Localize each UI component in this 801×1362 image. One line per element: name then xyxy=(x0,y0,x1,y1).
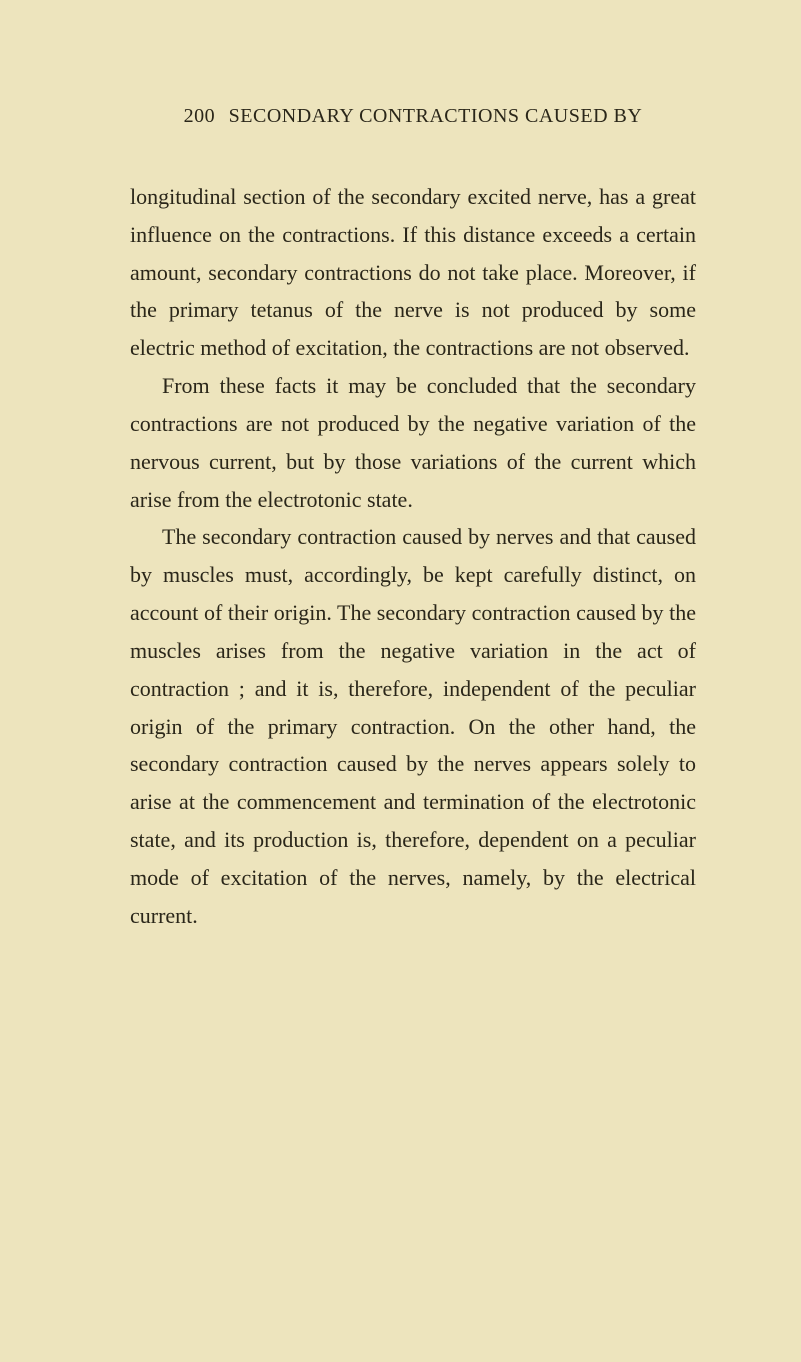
running-head-text: SECONDARY CONTRACTIONS CAUSED BY xyxy=(229,105,643,127)
page-number: 200 xyxy=(184,105,216,127)
page-container: 200 SECONDARY CONTRACTIONS CAUSED BY lon… xyxy=(0,0,801,1362)
paragraph-1: longitudinal section of the secondary ex… xyxy=(130,178,696,367)
running-header: 200 SECONDARY CONTRACTIONS CAUSED BY xyxy=(130,105,696,128)
paragraph-3: The secondary contraction caused by nerv… xyxy=(130,518,696,934)
body-text-container: longitudinal section of the secondary ex… xyxy=(130,178,696,935)
paragraph-2: From these facts it may be concluded tha… xyxy=(130,367,696,518)
